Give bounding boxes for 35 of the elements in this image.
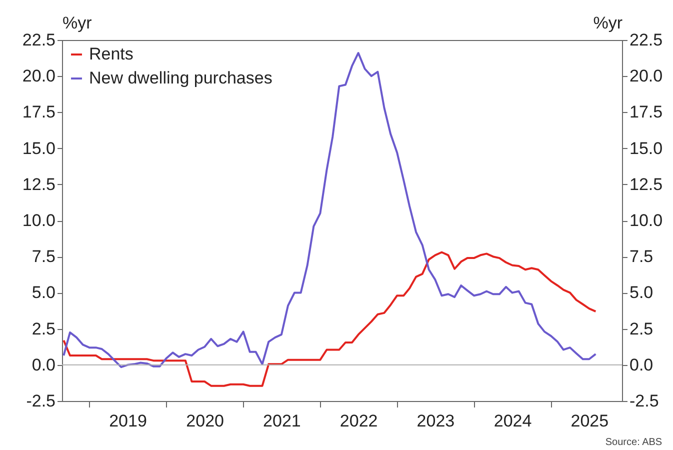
y2-tick-label: 20.0 xyxy=(630,66,663,86)
y-tick-label: 2.5 xyxy=(32,319,56,338)
x-tick-label: 2024 xyxy=(494,412,532,430)
y2-tick-label: 15.0 xyxy=(630,138,663,158)
y-tick-label: 22.5 xyxy=(22,30,56,50)
y2-tick-label: 0.0 xyxy=(630,355,654,374)
y2-tick-label: 5.0 xyxy=(630,283,654,302)
x-tick-label: 2021 xyxy=(263,412,301,430)
y-tick-label: 15.0 xyxy=(22,138,56,158)
y2-tick-label: -2.5 xyxy=(630,392,659,410)
y-tick-label: -2.5 xyxy=(26,392,56,410)
y-tick-label: 5.0 xyxy=(32,283,56,302)
legend-label: New dwelling purchases xyxy=(89,68,272,88)
x-tick-label: 2023 xyxy=(416,412,455,430)
y2-tick-label: 12.5 xyxy=(630,174,663,194)
y2-tick-label: 7.5 xyxy=(630,247,654,266)
y2-tick-label: 22.5 xyxy=(630,30,663,50)
y-tick-label: 12.5 xyxy=(22,174,56,194)
y-tick-label: 17.5 xyxy=(22,102,56,122)
y2-axis-title: %yr xyxy=(593,14,623,32)
y-tick-label: 0.0 xyxy=(32,355,56,374)
x-tick-label: 2025 xyxy=(570,412,609,430)
y-tick-label: 20.0 xyxy=(22,66,56,86)
y2-tick-label: 10.0 xyxy=(630,211,663,230)
y-tick-label: 10.0 xyxy=(22,211,56,230)
legend-label: Rents xyxy=(89,44,134,64)
line-series xyxy=(62,251,597,387)
y-tick-label: 7.5 xyxy=(32,247,56,266)
x-tick-label: 2019 xyxy=(109,412,147,430)
y-axis-title: %yr xyxy=(62,14,92,32)
x-tick-label: 2020 xyxy=(186,412,224,430)
source-note: Source: ABS xyxy=(605,437,662,448)
y2-tick-label: 2.5 xyxy=(630,319,654,338)
x-tick-label: 2022 xyxy=(340,412,378,430)
y2-tick-label: 17.5 xyxy=(630,102,663,122)
